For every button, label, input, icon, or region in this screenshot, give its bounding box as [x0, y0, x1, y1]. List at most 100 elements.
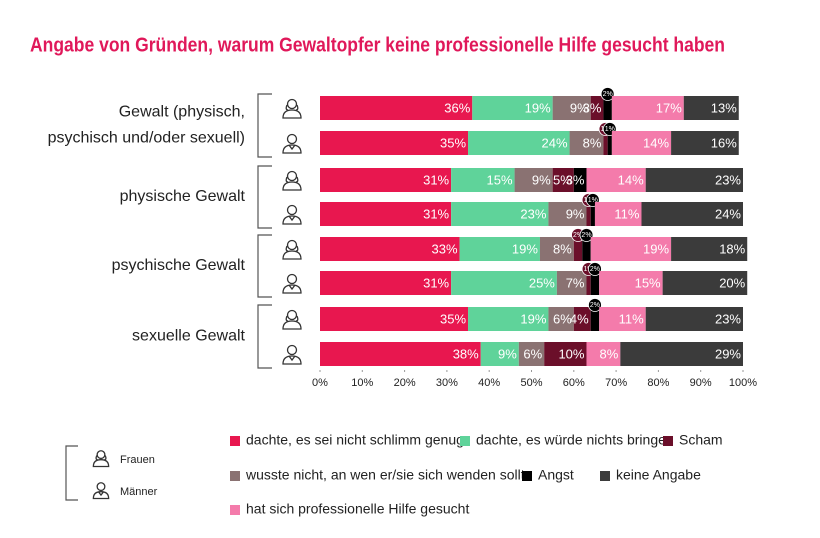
icon-body	[282, 320, 302, 330]
x-tick-label: 100%	[729, 377, 757, 389]
bar-segment	[645, 168, 743, 192]
legend-label: dachte, es sei nicht schlimm genug	[246, 432, 464, 448]
bar-segment	[451, 202, 549, 226]
icon-hair	[285, 315, 299, 322]
value-label: 31%	[423, 275, 449, 290]
icon-hair	[285, 104, 299, 111]
icon-body	[282, 181, 302, 191]
icon-hair	[95, 455, 107, 461]
value-label: 3%	[583, 100, 602, 115]
male-icon	[282, 344, 302, 365]
male-icon	[282, 273, 302, 294]
x-tick-label: 70%	[605, 377, 627, 389]
chart-title: Angabe von Gründen, warum Gewaltopfer ke…	[30, 34, 725, 56]
icon-head	[286, 273, 298, 285]
x-tick-label: 40%	[478, 377, 500, 389]
value-label: 9%	[498, 346, 517, 361]
value-label: 9%	[570, 100, 589, 115]
legend-swatch	[230, 471, 240, 481]
icon-body	[92, 459, 110, 468]
value-label: 15%	[487, 172, 513, 187]
legend-swatch	[230, 505, 240, 515]
bar-segment	[544, 342, 587, 366]
value-label: 8%	[553, 241, 572, 256]
value-label: 1%	[605, 126, 615, 133]
value-label: 11%	[619, 311, 644, 326]
bar-segment	[472, 96, 553, 120]
icon-head	[286, 309, 298, 321]
value-label: 4%	[570, 311, 589, 326]
icon-collar	[288, 355, 296, 362]
legend-label: dachte, es würde nichts bringen	[476, 432, 674, 448]
value-bubble	[579, 228, 594, 242]
icon-head	[96, 450, 106, 460]
bar-segment	[459, 237, 540, 261]
bar-segment	[590, 271, 600, 295]
legend-gender: Frauen	[120, 454, 155, 466]
icon-head	[96, 482, 106, 492]
value-label: 17%	[656, 100, 682, 115]
icon-body	[282, 109, 302, 119]
group-label: physische Gewalt	[120, 188, 246, 205]
bracket	[257, 93, 272, 158]
legend-swatch	[230, 436, 240, 446]
bar-segment	[320, 131, 469, 155]
value-label: 36%	[444, 100, 470, 115]
bar-segment	[620, 342, 743, 366]
value-label: 31%	[423, 206, 449, 221]
value-bubble	[600, 87, 615, 101]
x-tick-label: 0%	[312, 377, 328, 389]
legend-label: wusste nicht, an wen er/sie sich wenden …	[245, 467, 533, 483]
value-label: 19%	[525, 100, 551, 115]
bar-segment	[573, 168, 587, 192]
bar-segment	[607, 131, 612, 155]
value-label: 19%	[643, 241, 669, 256]
value-label: 14%	[618, 172, 644, 187]
x-tick-label: 10%	[351, 377, 373, 389]
bar-segment	[594, 202, 642, 226]
bar-segment	[645, 307, 743, 331]
bar-segment	[599, 271, 663, 295]
female-icon	[282, 170, 302, 191]
value-label: 2%	[603, 91, 613, 98]
bar-segment	[320, 168, 452, 192]
icon-head	[286, 344, 298, 356]
value-label: 3%	[566, 172, 585, 187]
x-tick-label: 50%	[520, 377, 542, 389]
male-icon	[92, 482, 110, 500]
icon-head	[286, 239, 298, 251]
icon-collar	[97, 491, 105, 497]
x-tick-label: 30%	[436, 377, 458, 389]
value-label: 1%	[588, 197, 598, 204]
legend-swatch	[600, 471, 610, 481]
bracket	[257, 165, 272, 229]
legend-swatch	[663, 436, 673, 446]
bar-segment	[662, 271, 748, 295]
legend-gender: Männer	[120, 486, 158, 498]
value-label: 15%	[635, 275, 661, 290]
legend-label: Scham	[679, 432, 723, 448]
value-label: 33%	[432, 241, 458, 256]
female-icon	[282, 239, 302, 260]
icon-head	[286, 133, 298, 145]
bar-segment	[603, 96, 612, 120]
legend-swatch	[460, 436, 470, 446]
group-label: sexuelle Gewalt	[132, 328, 246, 345]
icon-hair	[285, 176, 299, 183]
bar-segment	[611, 131, 672, 155]
bar-segment	[590, 202, 595, 226]
icon-head	[286, 204, 298, 216]
bar-segment	[451, 168, 515, 192]
value-label: 6%	[553, 311, 572, 326]
legend-label: Angst	[538, 467, 574, 483]
value-label: 8%	[600, 346, 619, 361]
bar-segment	[468, 131, 570, 155]
group-label: psychisch und/oder sexuell)	[48, 130, 245, 147]
value-label: 6%	[523, 346, 542, 361]
icon-head	[286, 170, 298, 182]
icon-body	[282, 355, 302, 365]
value-label: 13%	[711, 100, 737, 115]
icon-head	[286, 98, 298, 110]
bar-segment	[611, 96, 684, 120]
value-bubble	[588, 298, 602, 312]
